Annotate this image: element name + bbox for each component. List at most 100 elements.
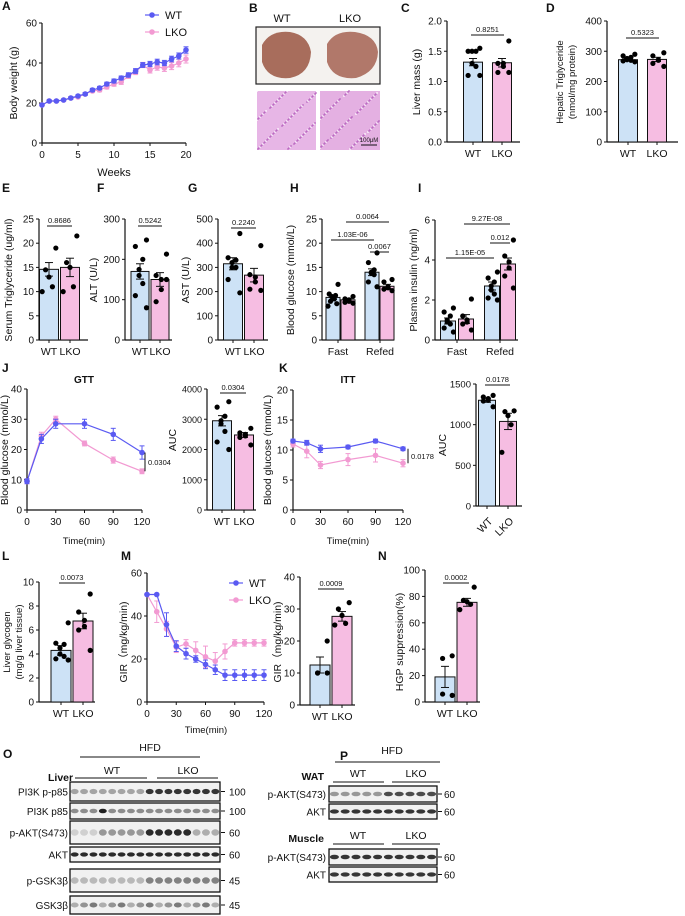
y-tick-label: 4	[28, 650, 34, 661]
protein-band	[211, 788, 220, 795]
data-point-wt	[60, 97, 67, 103]
protein-band	[362, 872, 372, 877]
x-tick-label: 60	[342, 517, 354, 528]
x-tick-label: Refed	[366, 346, 394, 358]
protein-band	[70, 788, 79, 795]
y-tick-label: 0	[414, 698, 420, 709]
data-point	[440, 691, 446, 697]
data-point	[247, 286, 253, 292]
protein-band	[340, 854, 350, 860]
data-point	[57, 645, 63, 651]
data-point	[502, 273, 508, 279]
y-axis-title: Body weight (g)	[8, 47, 20, 120]
data-point	[327, 298, 334, 304]
protein-band	[117, 902, 126, 908]
x-tick-label: 5	[75, 150, 81, 161]
protein-band	[211, 902, 220, 908]
protein-band	[108, 902, 117, 908]
data-point-wt	[251, 672, 258, 678]
panel-F: 0 100 200 300 ALT (U/L) WT LKO 0.5242	[88, 215, 172, 358]
x-tick-label: 90	[108, 517, 120, 528]
data-point	[477, 45, 483, 51]
y-tick-label: 0	[282, 506, 288, 517]
data-point	[485, 397, 491, 403]
x-axis-title: Time(min)	[327, 536, 369, 547]
blot-row-label: p-AKT(S473)	[10, 829, 68, 840]
y-tick-label: 40	[409, 645, 421, 656]
y-tick-label: 1.5	[428, 47, 442, 58]
y-tick-label: 4000	[182, 385, 202, 395]
x-tick-label: Fast	[328, 346, 349, 358]
data-point	[441, 309, 447, 315]
x-tick-label: LKO	[491, 148, 512, 160]
histology-texture	[351, 116, 353, 118]
data-point-wt	[212, 666, 219, 673]
panel-letter: F	[97, 181, 104, 195]
blot-row-label: p-AKT(S473)	[268, 853, 326, 864]
data-point	[365, 259, 371, 266]
protein-band	[98, 877, 107, 884]
data-point	[620, 58, 626, 64]
histology-texture	[290, 145, 292, 147]
protein-band	[202, 902, 210, 908]
protein-band	[80, 788, 88, 795]
data-point	[331, 296, 337, 302]
histology-texture	[378, 120, 380, 122]
data-point	[214, 404, 220, 410]
bar-lko	[331, 615, 353, 706]
data-point	[494, 269, 500, 275]
y-tick-label: 8	[28, 602, 34, 613]
protein-band	[211, 852, 220, 857]
y-axis-title: AST (U/L)	[180, 257, 192, 303]
scale-bar-label: 100μM	[360, 138, 378, 144]
data-point-wt	[290, 438, 296, 444]
data-point-wt	[163, 621, 170, 628]
liver-photo-wt	[262, 31, 311, 79]
protein-band	[127, 877, 135, 884]
protein-band	[164, 852, 173, 857]
data-point	[511, 408, 517, 414]
y-tick-label: 80	[409, 592, 421, 603]
y-tick-label: 0	[28, 336, 34, 347]
protein-band	[80, 829, 88, 836]
protein-band	[329, 809, 339, 814]
histology-texture	[339, 98, 341, 100]
data-point	[485, 275, 491, 281]
bar-wt	[618, 59, 638, 143]
data-point-wt	[140, 62, 146, 68]
protein-band	[427, 854, 437, 860]
x-tick-label: 15	[144, 150, 156, 161]
data-point	[440, 655, 446, 662]
data-point	[53, 656, 59, 662]
y-tick-label: 300	[103, 215, 120, 226]
y-tick-label: 40	[284, 573, 296, 584]
x-tick-label: 0	[144, 709, 150, 720]
y-axis-title: Plasma insulin (ng/ml)	[408, 228, 420, 331]
protein-band	[136, 829, 145, 836]
condition-label: HFD	[139, 742, 161, 754]
data-point	[632, 51, 638, 57]
x-tick-label: WT	[53, 708, 70, 720]
protein-band	[127, 808, 135, 814]
data-point	[233, 257, 239, 263]
data-point-lko	[261, 640, 267, 646]
protein-band	[108, 877, 117, 884]
data-point-wt	[89, 87, 96, 93]
y-tick-label: 15	[277, 416, 289, 427]
data-point-wt	[183, 47, 189, 53]
p-value: 0.8686	[48, 216, 71, 225]
protein-band	[155, 902, 163, 908]
x-tick-label: WT	[465, 148, 482, 160]
data-point	[143, 237, 150, 243]
panel-A: 0 20 40 60 Body weight (g) 0 5 10 15 20 Weeks WT LKO	[8, 10, 192, 179]
y-tick-label: 5	[311, 311, 317, 322]
data-point	[315, 670, 321, 676]
y-axis-title: Blood glucose (mmol/L)	[0, 395, 11, 505]
data-point	[650, 53, 656, 59]
x-tick-label: 120	[395, 517, 412, 528]
protein-band	[136, 902, 145, 908]
data-point	[346, 298, 352, 304]
panel-letter: K	[279, 361, 288, 375]
y-tick-label: 0	[16, 506, 22, 517]
